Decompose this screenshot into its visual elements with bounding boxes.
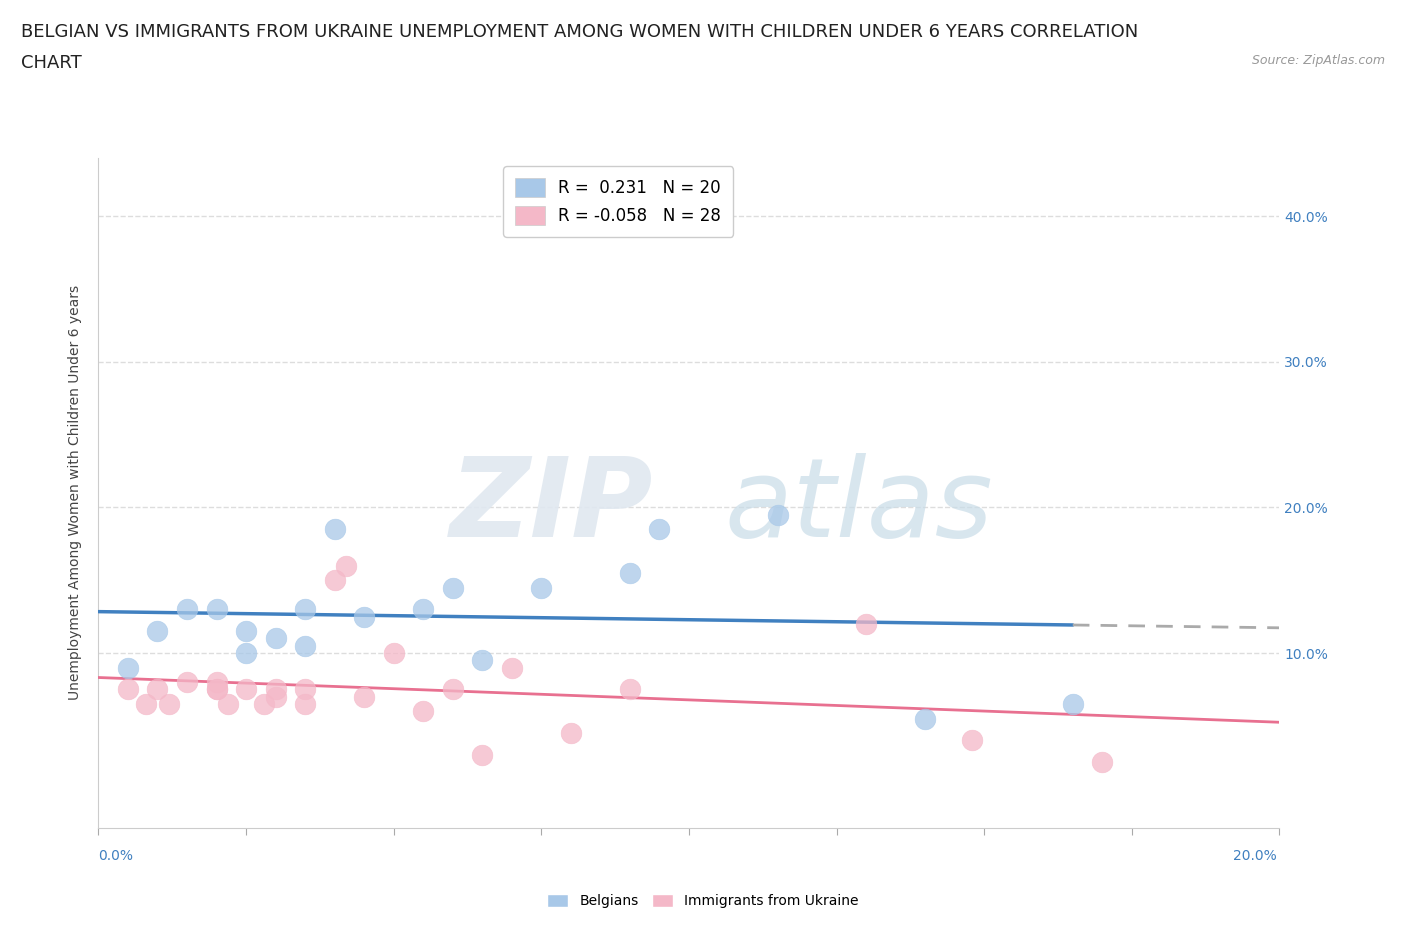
Text: CHART: CHART [21, 54, 82, 72]
Point [530, 580, 553, 595]
Point [619, 682, 641, 697]
Point [648, 522, 671, 537]
Point [335, 558, 357, 573]
Point [323, 573, 346, 588]
Point [766, 507, 789, 522]
Point [560, 725, 582, 740]
Point [1062, 697, 1084, 711]
Point [235, 682, 257, 697]
Point [146, 682, 169, 697]
Point [294, 697, 316, 711]
Text: 20.0%: 20.0% [1233, 849, 1277, 863]
Text: BELGIAN VS IMMIGRANTS FROM UKRAINE UNEMPLOYMENT AMONG WOMEN WITH CHILDREN UNDER : BELGIAN VS IMMIGRANTS FROM UKRAINE UNEMP… [21, 23, 1139, 41]
Point [501, 660, 523, 675]
Point [471, 653, 494, 668]
Point [412, 602, 434, 617]
Point [914, 711, 936, 726]
Point [217, 697, 239, 711]
Point [264, 689, 287, 704]
Point [157, 697, 180, 711]
Text: Source: ZipAtlas.com: Source: ZipAtlas.com [1251, 54, 1385, 67]
Point [471, 748, 494, 763]
Point [117, 682, 139, 697]
Point [1091, 755, 1114, 770]
Text: ZIP: ZIP [450, 453, 654, 560]
Point [117, 660, 139, 675]
Point [235, 645, 257, 660]
Point [253, 697, 276, 711]
Point [294, 638, 316, 653]
Point [205, 682, 228, 697]
Point [962, 733, 984, 748]
Point [294, 682, 316, 697]
Point [235, 624, 257, 639]
Text: 0.0%: 0.0% [98, 849, 134, 863]
Point [205, 602, 228, 617]
Point [619, 565, 641, 580]
Point [146, 624, 169, 639]
Point [294, 602, 316, 617]
Point [353, 609, 375, 624]
Point [264, 682, 287, 697]
Point [135, 697, 157, 711]
Point [441, 580, 464, 595]
Legend: R =  0.231   N = 20, R = -0.058   N = 28: R = 0.231 N = 20, R = -0.058 N = 28 [503, 166, 733, 236]
Y-axis label: Unemployment Among Women with Children Under 6 years: Unemployment Among Women with Children U… [69, 286, 83, 700]
Point [176, 674, 198, 689]
Legend: Belgians, Immigrants from Ukraine: Belgians, Immigrants from Ukraine [541, 889, 865, 914]
Point [441, 682, 464, 697]
Point [382, 645, 405, 660]
Point [205, 682, 228, 697]
Text: atlas: atlas [724, 453, 993, 560]
Point [323, 522, 346, 537]
Point [205, 674, 228, 689]
Point [855, 617, 877, 631]
Point [412, 704, 434, 719]
Point [264, 631, 287, 646]
Point [176, 602, 198, 617]
Point [353, 689, 375, 704]
